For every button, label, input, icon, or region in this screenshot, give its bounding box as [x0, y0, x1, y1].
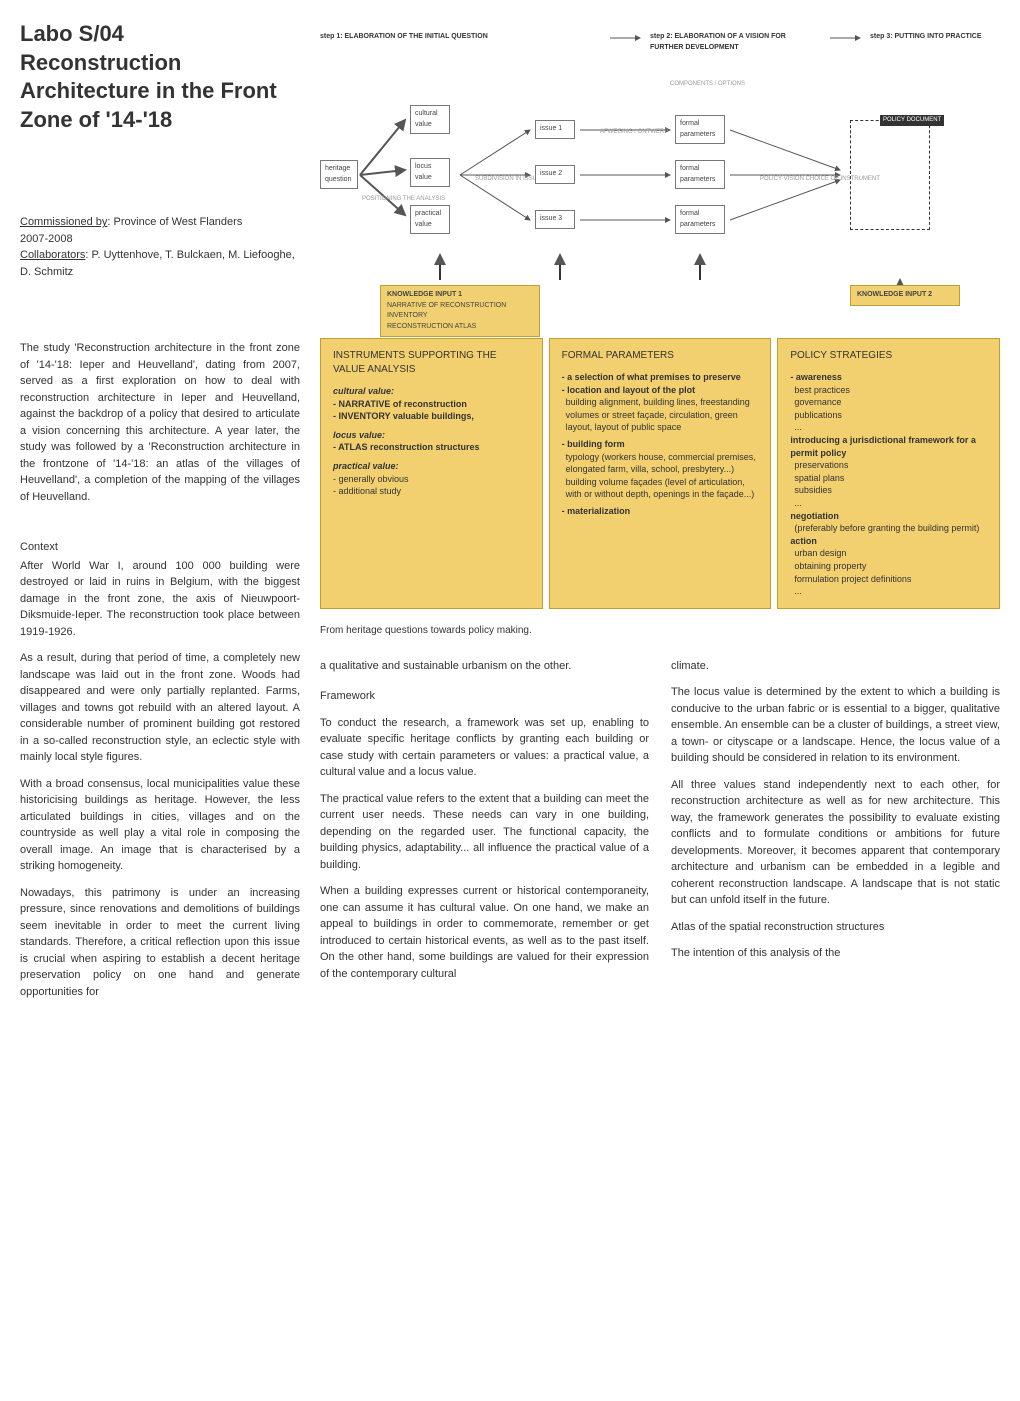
atlas-p1: The intention of this analysis of the [671, 945, 1000, 962]
commissioned-label: Commissioned by [20, 216, 107, 228]
panel2-b2: - location and layout of the plot [562, 384, 759, 397]
cultural-value-box: cultural value [410, 105, 450, 134]
panel2-b1: - a selection of what premises to preser… [562, 371, 759, 384]
panel2-b4: - materialization [562, 505, 759, 518]
panel1-i3: - ATLAS reconstruction structures [333, 441, 530, 454]
knowledge-input-1: KNOWLEDGE INPUT 1 NARRATIVE OF RECONSTRU… [380, 285, 540, 337]
body-col-2: a qualitative and sustainable urbanism o… [320, 658, 649, 993]
context-p1: After World War I, around 100 000 buildi… [20, 558, 300, 641]
panel3-b3: negotiation [790, 510, 987, 523]
page-title: Labo S/04 Reconstruction Architecture in… [20, 20, 300, 134]
panel-instruments: INSTRUMENTS SUPPORTING THE VALUE ANALYSI… [320, 338, 543, 609]
step1-label: step 1: ELABORATION OF THE INITIAL QUEST… [320, 32, 488, 43]
afweging-label: AFWEGING / ONTWERP [600, 128, 668, 137]
framework-p2: The practical value refers to the extent… [320, 791, 649, 874]
figure-caption: From heritage questions towards policy m… [320, 623, 1000, 638]
components-label: COMPONENTS / OPTIONS [670, 80, 745, 89]
flowchart: step 1: ELABORATION OF THE INITIAL QUEST… [320, 20, 1000, 330]
panel2-s2: building alignment, building lines, free… [566, 396, 759, 434]
commissioned-value: : Province of West Flanders [107, 216, 242, 228]
collaborators-label: Collaborators [20, 249, 85, 261]
context-p4: Nowadays, this patrimony is under an inc… [20, 885, 300, 1001]
positioning-label: POSITIONING THE ANALYSIS [362, 195, 445, 204]
issue3-box: issue 3 [535, 210, 575, 229]
formal1-box: formal parameters [675, 115, 725, 144]
heritage-question-box: heritage question [320, 160, 358, 189]
meta-block: Commissioned by: Province of West Flande… [20, 214, 300, 280]
panel3-title: POLICY STRATEGIES [790, 349, 987, 363]
panel1-h2: locus value: [333, 429, 530, 442]
atlas-heading: Atlas of the spatial reconstruction stru… [671, 919, 1000, 936]
panel-policy: POLICY STRATEGIES - awareness best pract… [777, 338, 1000, 609]
issue2-box: issue 2 [535, 165, 575, 184]
body-col-3: climate. The locus value is determined b… [671, 658, 1000, 993]
col3-p1: climate. [671, 658, 1000, 675]
formal2-box: formal parameters [675, 160, 725, 189]
framework-heading: Framework [320, 688, 649, 705]
framework-p3: When a building expresses current or his… [320, 883, 649, 982]
three-panel-row: INSTRUMENTS SUPPORTING THE VALUE ANALYSI… [320, 338, 1000, 609]
panel1-h3: practical value: [333, 460, 530, 473]
panel2-title: FORMAL PARAMETERS [562, 349, 759, 363]
policy-doc-label: POLICY DOCUMENT [880, 115, 944, 126]
policy-box [850, 120, 930, 230]
step2-label: step 2: ELABORATION OF A VISION FOR FURT… [650, 32, 810, 53]
panel-formal: FORMAL PARAMETERS - a selection of what … [549, 338, 772, 609]
col2-p1: a qualitative and sustainable urbanism o… [320, 658, 649, 675]
practical-value-box: practical value [410, 205, 450, 234]
intro-text: The study 'Reconstruction architecture i… [20, 340, 300, 505]
context-heading: Context [20, 539, 300, 556]
context-p3: With a broad consensus, local municipali… [20, 776, 300, 875]
panel1-title: INSTRUMENTS SUPPORTING THE VALUE ANALYSI… [333, 349, 530, 377]
knowledge-input-2: KNOWLEDGE INPUT 2 [850, 285, 960, 306]
panel3-b2: introducing a jurisdictional framework f… [790, 434, 987, 459]
panel2-b3: - building form [562, 438, 759, 451]
panel3-b1: - awareness [790, 371, 987, 384]
panel3-s1: best practices governance publications .… [794, 384, 987, 434]
locus-value-box: locus value [410, 158, 450, 187]
col3-p3: All three values stand independently nex… [671, 777, 1000, 909]
panel3-s2: preservations spatial plans subsidies ..… [794, 459, 987, 509]
panel3-s3: (preferably before granting the building… [794, 522, 987, 535]
panel3-s4: urban design obtaining property formulat… [794, 547, 987, 597]
panel1-i5: - additional study [333, 485, 530, 498]
title-block: Labo S/04 Reconstruction Architecture in… [20, 20, 300, 134]
panel2-s3: typology (workers house, commercial prem… [566, 451, 759, 501]
context-p2: As a result, during that period of time,… [20, 650, 300, 766]
issue1-box: issue 1 [535, 120, 575, 139]
formal3-box: formal parameters [675, 205, 725, 234]
years: 2007-2008 [20, 231, 300, 248]
panel1-i2: - INVENTORY valuable buildings, [333, 410, 530, 423]
panel1-i1: - NARRATIVE of reconstruction [333, 398, 530, 411]
panel1-i4: - generally obvious [333, 473, 530, 486]
panel3-b4: action [790, 535, 987, 548]
step3-label: step 3: PUTTING INTO PRACTICE [870, 32, 982, 43]
framework-p1: To conduct the research, a framework was… [320, 715, 649, 781]
panel1-h1: cultural value: [333, 385, 530, 398]
col3-p2: The locus value is determined by the ext… [671, 684, 1000, 767]
